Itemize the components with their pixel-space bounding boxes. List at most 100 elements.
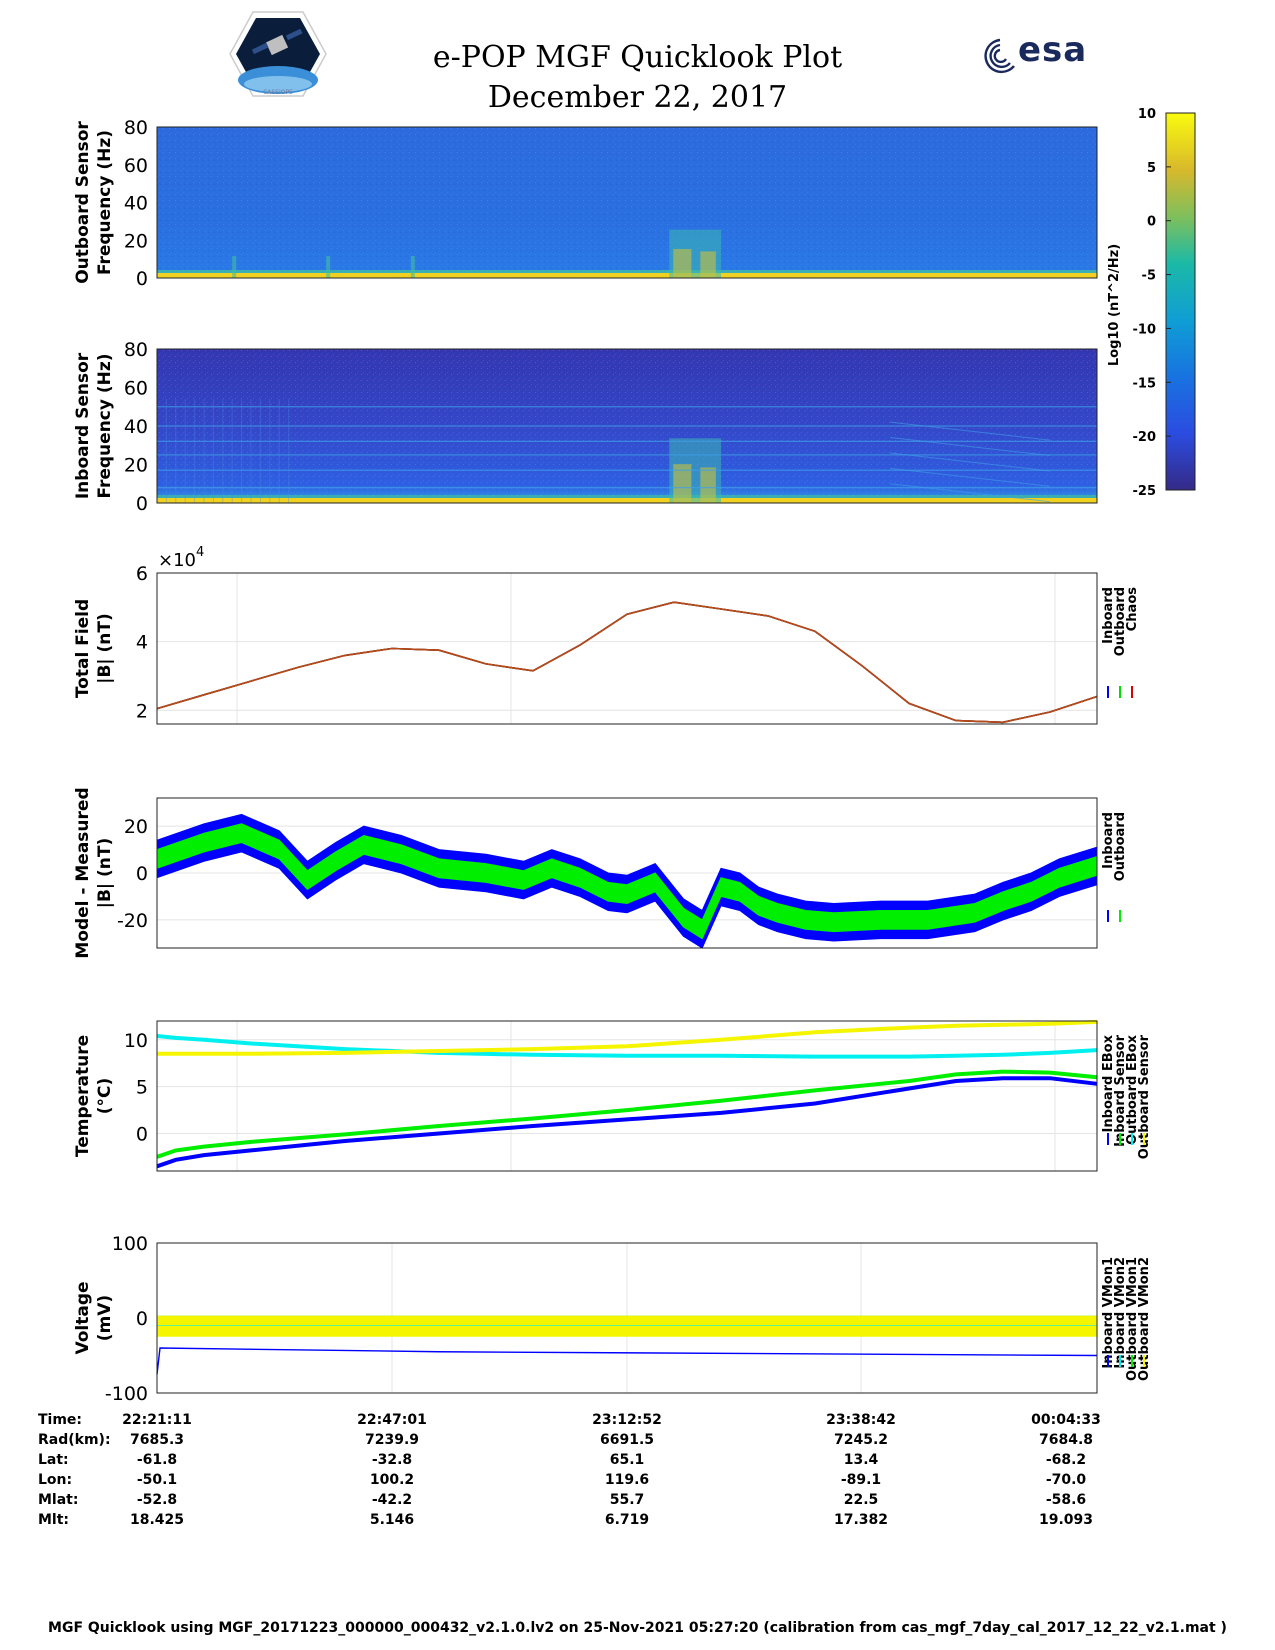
panel-4-ytick: 5 bbox=[136, 1077, 148, 1099]
panel-3-ylabel-1: Model - Measured bbox=[73, 787, 93, 958]
colorbar bbox=[1165, 112, 1196, 491]
colorbar-label: Log10 (nT^2/Hz) bbox=[1107, 244, 1122, 366]
ephemeris-cell: 13.4 bbox=[843, 1452, 879, 1468]
ephemeris-cell: 7245.2 bbox=[833, 1432, 889, 1448]
temperature-series-outboard-sensor bbox=[157, 1019, 1098, 1056]
temperature-legend-label: Outboard Sensor bbox=[1137, 1034, 1152, 1159]
panel-1-ytick: 60 bbox=[124, 378, 148, 400]
ephemeris-cell: 7239.9 bbox=[364, 1432, 420, 1448]
total-field-legend-label: Chaos bbox=[1125, 587, 1140, 631]
inboard-spectrogram-trace bbox=[890, 467, 1051, 487]
panel-3-ylabel-2: |B| (nT) bbox=[95, 838, 115, 909]
ephemeris-cell: -58.6 bbox=[1045, 1492, 1087, 1508]
ephemeris-cell: 119.6 bbox=[604, 1472, 650, 1488]
outboard-spectrogram-burst-core bbox=[700, 251, 716, 278]
ephemeris-row-label: Time: bbox=[38, 1412, 83, 1428]
ephemeris-cell: 65.1 bbox=[609, 1452, 645, 1468]
inboard-spectrogram-lowfreq-edge bbox=[157, 495, 1097, 498]
panel-1-ytick: 40 bbox=[124, 416, 148, 438]
panel-4-frame bbox=[156, 1020, 1098, 1172]
panel-1-ytick: 20 bbox=[124, 455, 148, 477]
total-field-exponent-power: 4 bbox=[196, 545, 204, 560]
ephemeris-cell: -89.1 bbox=[840, 1472, 882, 1488]
ephemeris-cell: 55.7 bbox=[609, 1492, 645, 1508]
panel-5-ytick: 0 bbox=[136, 1308, 148, 1330]
panel-5-ytick: -100 bbox=[105, 1383, 148, 1405]
inboard-spectrogram-burst-core bbox=[673, 464, 692, 503]
temperature-legend-label: Inboard EBox bbox=[1101, 1034, 1116, 1132]
panel-3-ytick: 0 bbox=[136, 863, 148, 885]
cassiope-logo: CASSIOPE bbox=[229, 11, 327, 97]
panel-1-ytick: 0 bbox=[136, 493, 148, 515]
panel-5-frame bbox=[156, 1242, 1098, 1394]
total-field-exponent-base: ×10 bbox=[158, 550, 196, 571]
panel-4-ylabel-2: (°C) bbox=[95, 1078, 115, 1115]
colorbar-tick-label: -25 bbox=[1133, 484, 1157, 499]
ephemeris-cell: 100.2 bbox=[369, 1472, 415, 1488]
ephemeris-row-label: Rad(km): bbox=[38, 1432, 111, 1448]
panel-0-ytick: 20 bbox=[124, 230, 148, 252]
colorbar-tick-label: -5 bbox=[1142, 269, 1156, 284]
panel-2-ylabel-1: Total Field bbox=[73, 599, 93, 698]
ephemeris-cell: 6691.5 bbox=[599, 1432, 655, 1448]
outboard-spectrogram-texture bbox=[157, 127, 1097, 278]
ephemeris-cell: -68.2 bbox=[1045, 1452, 1087, 1468]
panel-2-ytick: 4 bbox=[136, 632, 148, 654]
ephemeris-cell: 00:04:33 bbox=[1031, 1412, 1101, 1428]
panel-3-frame bbox=[156, 797, 1098, 949]
ephemeris-cell: 23:38:42 bbox=[826, 1412, 896, 1428]
colorbar-tick-label: -20 bbox=[1133, 430, 1157, 445]
panel-0-ytick: 80 bbox=[124, 117, 148, 139]
total-field-series-inboard bbox=[156, 601, 1098, 724]
panel-4-ytick: 10 bbox=[124, 1030, 148, 1052]
voltage-series-outboard-vmon2 bbox=[157, 1315, 1097, 1337]
ephemeris-row-label: Lat: bbox=[38, 1452, 69, 1468]
panel-0-ytick: 60 bbox=[124, 155, 148, 177]
panel-5-ylabel-1: Voltage bbox=[73, 1281, 93, 1354]
ephemeris-cell: 6.719 bbox=[604, 1512, 650, 1528]
page-date: December 22, 2017 bbox=[487, 80, 788, 115]
panel-5-ytick: 100 bbox=[112, 1233, 148, 1255]
esa-logo-mark bbox=[984, 38, 1015, 74]
panel-4-ylabel-1: Temperature bbox=[73, 1035, 93, 1157]
ephemeris-cell: -70.0 bbox=[1045, 1472, 1087, 1488]
panel-2-frame bbox=[156, 572, 1098, 725]
outboard-spectrogram-burst-core bbox=[673, 249, 692, 278]
model-minus-measured-legend-label: Inboard bbox=[1101, 812, 1116, 869]
colorbar-tick-label: 5 bbox=[1147, 161, 1156, 176]
outboard-spectrogram-lowfreq-edge bbox=[157, 270, 1097, 273]
ephemeris-cell: 23:12:52 bbox=[592, 1412, 662, 1428]
inboard-spectrogram-trace bbox=[890, 452, 1051, 472]
voltage-legend-label: Outboard VMon1 bbox=[1125, 1257, 1140, 1381]
temperature-series-outboard-ebox bbox=[156, 1034, 1098, 1059]
voltage-legend-label: Inboard VMon2 bbox=[1113, 1257, 1128, 1369]
panel-2-ytick: 2 bbox=[136, 700, 148, 722]
temperature-series-inboard-sensor bbox=[156, 1069, 1098, 1159]
footer-caption: MGF Quicklook using MGF_20171223_000000_… bbox=[48, 1620, 1227, 1636]
colorbar-tick-label: -15 bbox=[1133, 376, 1157, 391]
panel-0-ytick: 0 bbox=[136, 268, 148, 290]
cassiope-caption: CASSIOPE bbox=[263, 89, 293, 96]
ephemeris-cell: 22:47:01 bbox=[357, 1412, 427, 1428]
voltage-series-inboard-vmon1 bbox=[156, 1347, 1098, 1375]
panel-3-ytick: 20 bbox=[124, 816, 148, 838]
inboard-spectrogram-trace bbox=[890, 421, 1051, 441]
model-minus-measured-series-inboard bbox=[156, 813, 1098, 949]
panel-3-ytick: -20 bbox=[117, 910, 148, 932]
panel-0-ylabel-1: Outboard Sensor bbox=[73, 121, 93, 284]
ephemeris-row-label: Mlat: bbox=[38, 1492, 79, 1508]
temperature-legend-label: Outboard EBox bbox=[1125, 1034, 1140, 1144]
ephemeris-cell: -32.8 bbox=[371, 1452, 413, 1468]
ephemeris-row-label: Lon: bbox=[38, 1472, 73, 1488]
outboard-spectrogram-spike bbox=[326, 256, 331, 278]
colorbar-tick-label: 0 bbox=[1147, 215, 1156, 230]
temperature-legend-label: Inboard Sensor bbox=[1113, 1034, 1128, 1146]
panel-0-frame bbox=[156, 126, 1098, 279]
inboard-spectrogram-burst-core bbox=[700, 467, 716, 503]
ephemeris-cell: -50.1 bbox=[136, 1472, 178, 1488]
total-field-legend-label: Outboard bbox=[1113, 587, 1128, 656]
page-title: e-POP MGF Quicklook Plot bbox=[432, 40, 843, 75]
ephemeris-cell: -52.8 bbox=[136, 1492, 178, 1508]
ephemeris-cell: 7684.8 bbox=[1038, 1432, 1094, 1448]
outboard-spectrogram-spike bbox=[410, 256, 415, 278]
